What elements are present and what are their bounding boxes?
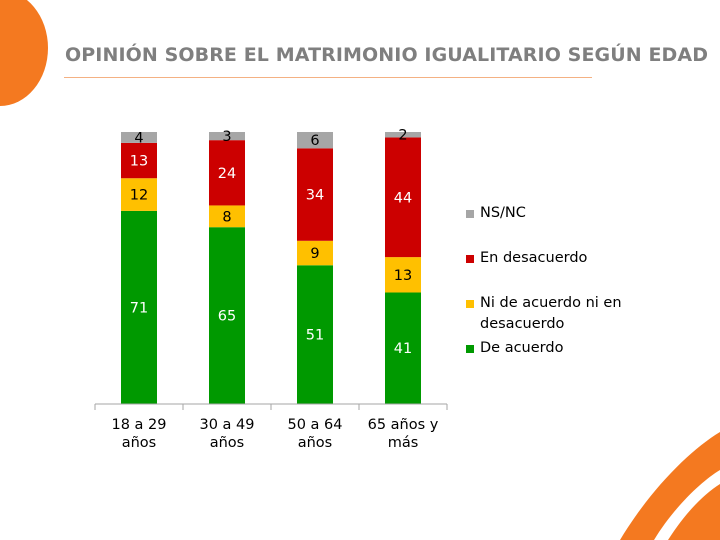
legend-item-de-acuerdo: De acuerdo bbox=[466, 338, 666, 359]
data-label: 65 bbox=[218, 309, 236, 325]
bar-segment bbox=[297, 132, 333, 149]
bar-segment bbox=[209, 227, 245, 404]
bar-segment bbox=[297, 148, 333, 241]
legend: NS/NC En desacuerdo Ni de acuerdo ni en … bbox=[466, 203, 666, 359]
bar-segment bbox=[121, 142, 157, 179]
legend-swatch bbox=[466, 255, 474, 263]
legend-item-en-desacuerdo: En desacuerdo bbox=[466, 248, 666, 269]
page-title: OPINIÓN SOBRE EL MATRIMONIO IGUALITARIO … bbox=[65, 44, 709, 66]
data-label: 71 bbox=[130, 300, 148, 316]
title-underline bbox=[64, 77, 592, 78]
x-axis-ticks bbox=[94, 404, 448, 410]
x-tick-label: años bbox=[210, 435, 245, 451]
bar-segment bbox=[209, 132, 245, 141]
legend-item-ns-nc: NS/NC bbox=[466, 203, 666, 224]
legend-label: Ni de acuerdo ni en desacuerdo bbox=[480, 295, 622, 332]
data-label: 24 bbox=[218, 166, 236, 182]
x-tick-label: años bbox=[298, 435, 333, 451]
x-tick-label: 18 a 29 bbox=[111, 417, 166, 433]
data-label: 13 bbox=[394, 268, 412, 284]
legend-swatch bbox=[466, 300, 474, 308]
data-label: 13 bbox=[130, 154, 148, 170]
bottom-right-orange-swoosh-2 bbox=[668, 484, 720, 540]
bar-segment bbox=[297, 240, 333, 266]
data-label: 12 bbox=[130, 188, 148, 204]
x-tick-label: 50 a 64 bbox=[287, 417, 342, 433]
data-label: 44 bbox=[394, 190, 412, 206]
bottom-right-orange-swoosh bbox=[620, 432, 720, 540]
x-axis-labels: 18 a 29 años 30 a 49 años 50 a 64 años 65 años… bbox=[111, 417, 438, 451]
bars-group: 71 12 13 4 65 8 24 3 51 9 34 6 41 13 44 2 bbox=[121, 128, 421, 404]
bar-segment bbox=[297, 265, 333, 404]
data-label: 4 bbox=[134, 130, 143, 146]
x-tick-label: 65 años y bbox=[368, 417, 439, 433]
legend-label: De acuerdo bbox=[480, 340, 564, 356]
data-label: 3 bbox=[222, 129, 231, 145]
data-label: 41 bbox=[394, 341, 412, 357]
x-tick-label: 30 a 49 bbox=[199, 417, 254, 433]
top-left-orange-circle bbox=[0, 0, 48, 106]
legend-item-ni-de-acuerdo: Ni de acuerdo ni en desacuerdo bbox=[466, 293, 666, 335]
data-label: 9 bbox=[310, 246, 319, 262]
legend-label: En desacuerdo bbox=[480, 250, 588, 266]
x-tick-label: más bbox=[388, 435, 419, 451]
bar-segment bbox=[121, 132, 157, 143]
data-label: 8 bbox=[222, 209, 231, 225]
bar-segment bbox=[209, 205, 245, 228]
bar-segment bbox=[385, 137, 421, 258]
bar-segment bbox=[385, 257, 421, 293]
data-label: 6 bbox=[310, 133, 319, 149]
bar-segment bbox=[121, 210, 157, 404]
bar-segment bbox=[385, 132, 421, 138]
legend-label: NS/NC bbox=[480, 205, 526, 221]
bar-segment bbox=[385, 292, 421, 404]
bar-segment bbox=[209, 140, 245, 206]
data-label: 34 bbox=[306, 188, 324, 204]
data-label: 2 bbox=[398, 128, 407, 144]
data-label: 51 bbox=[306, 328, 324, 344]
x-tick-label: años bbox=[122, 435, 157, 451]
bar-segment bbox=[121, 178, 157, 211]
legend-swatch bbox=[466, 210, 474, 218]
legend-swatch bbox=[466, 345, 474, 353]
